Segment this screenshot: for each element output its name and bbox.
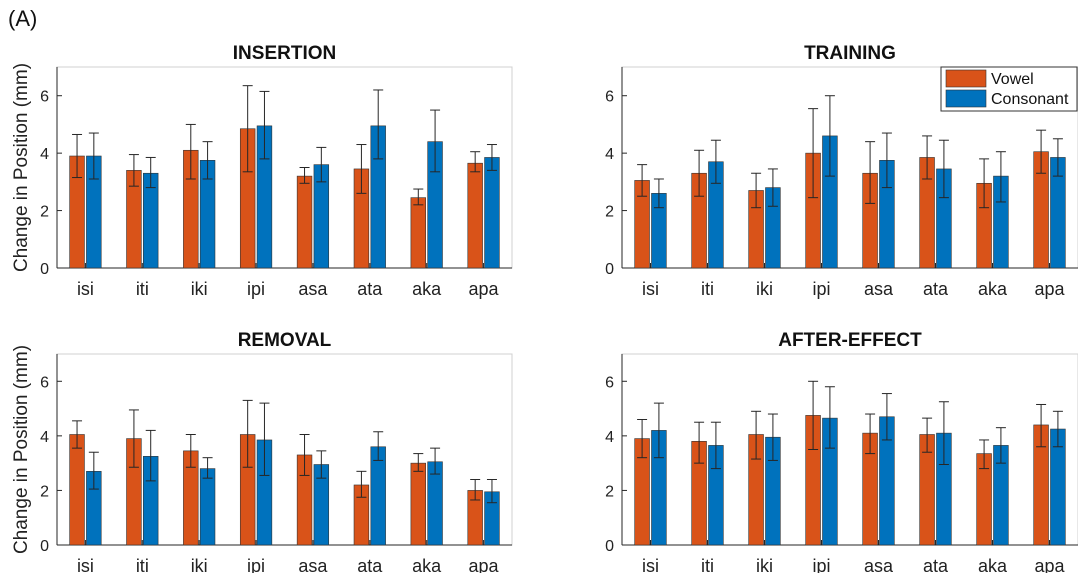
x-tick-label-apa: apa [1034,279,1065,299]
x-tick-label-ipi: ipi [812,279,830,299]
x-tick-label-iki: iki [191,556,208,573]
bar-consonant-apa [484,157,500,269]
bar-vowel-isi [69,434,85,546]
chart-title: REMOVAL [238,330,332,351]
x-tick-label-iki: iki [756,279,773,299]
chart-removal: REMOVAL 0 2 4 6 Change in Position (mm) isi iti… [11,330,513,573]
x-tick-label-iki: iki [191,279,208,299]
y-tick-label: 6 [605,374,614,391]
x-tick-label-asa: asa [298,279,328,299]
y-tick-label: 2 [605,204,614,221]
x-tick-label-isi: isi [642,279,659,299]
bar-consonant-iki [199,468,216,546]
x-tick-label-aka: aka [978,279,1008,299]
y-tick-label: 4 [40,146,49,163]
x-tick-label-iti: iti [136,279,149,299]
axes-box [621,353,1078,546]
x-tick-label-iki: iki [756,556,773,573]
bar-vowel-aka [410,462,426,546]
x-tick-label-apa: apa [469,556,500,573]
y-tick-label: 0 [40,261,49,278]
bar-consonant-ata [370,446,386,546]
x-tick-label-iti: iti [701,556,714,573]
y-tick-label: 4 [40,429,49,446]
legend-label-vowel: Vowel [991,71,1034,88]
legend: Vowel Consonant [940,66,1078,112]
y-tick-label: 2 [40,204,49,221]
y-tick-label: 2 [605,483,614,500]
x-tick-label-aka: aka [978,556,1008,573]
x-tick-label-iti: iti [701,279,714,299]
y-tick-label: 2 [40,483,49,500]
x-tick-label-ipi: ipi [247,279,265,299]
x-tick-label-ata: ata [923,556,949,573]
x-tick-label-ata: ata [923,279,949,299]
y-tick-label: 0 [40,538,49,555]
x-tick-label-isi: isi [77,279,94,299]
chart-title: INSERTION [233,43,336,64]
x-tick-label-isi: isi [77,556,94,573]
chart-title: TRAINING [804,43,896,64]
x-tick-label-asa: asa [864,279,894,299]
bar-vowel-aka [410,197,426,269]
y-axis-label: Change in Position (mm) [11,345,32,554]
chart-after-effect: AFTER-EFFECT 0 2 4 6 isi iti iki ipi asa ata aka apa [605,330,1078,573]
y-tick-label: 0 [605,261,614,278]
x-tick-label-ata: ata [357,556,383,573]
y-tick-label: 0 [605,538,614,555]
y-tick-label: 6 [40,374,49,391]
x-tick-label-apa: apa [1034,556,1065,573]
y-tick-label: 4 [605,146,614,163]
x-tick-label-iti: iti [136,556,149,573]
y-tick-label: 6 [40,89,49,106]
x-tick-label-isi: isi [642,556,659,573]
bar-vowel-asa [296,175,313,269]
axes-box [56,66,513,269]
legend-swatch-vowel [945,69,987,88]
x-tick-label-asa: asa [298,556,328,573]
chart-insertion: INSERTION 0 2 4 6 Change in Position (mm) isi i… [11,43,513,299]
x-tick-label-ipi: ipi [247,556,265,573]
legend-label-consonant: Consonant [991,91,1069,108]
chart-training: TRAINING 0 2 4 6 isi iti iki ipi asa ata aka apa Vowe… [605,43,1078,299]
x-tick-label-aka: aka [412,556,442,573]
x-tick-label-asa: asa [864,556,894,573]
chart-title: AFTER-EFFECT [778,330,922,351]
panel-label: (A) [8,6,38,31]
x-tick-label-aka: aka [412,279,442,299]
legend-swatch-consonant [945,89,987,108]
y-tick-label: 6 [605,89,614,106]
x-tick-label-apa: apa [469,279,500,299]
x-tick-label-ipi: ipi [812,556,830,573]
axes-box [56,353,513,546]
y-axis-label: Change in Position (mm) [11,63,32,272]
x-tick-label-ata: ata [357,279,383,299]
y-tick-label: 4 [605,429,614,446]
bar-vowel-apa [467,162,483,269]
